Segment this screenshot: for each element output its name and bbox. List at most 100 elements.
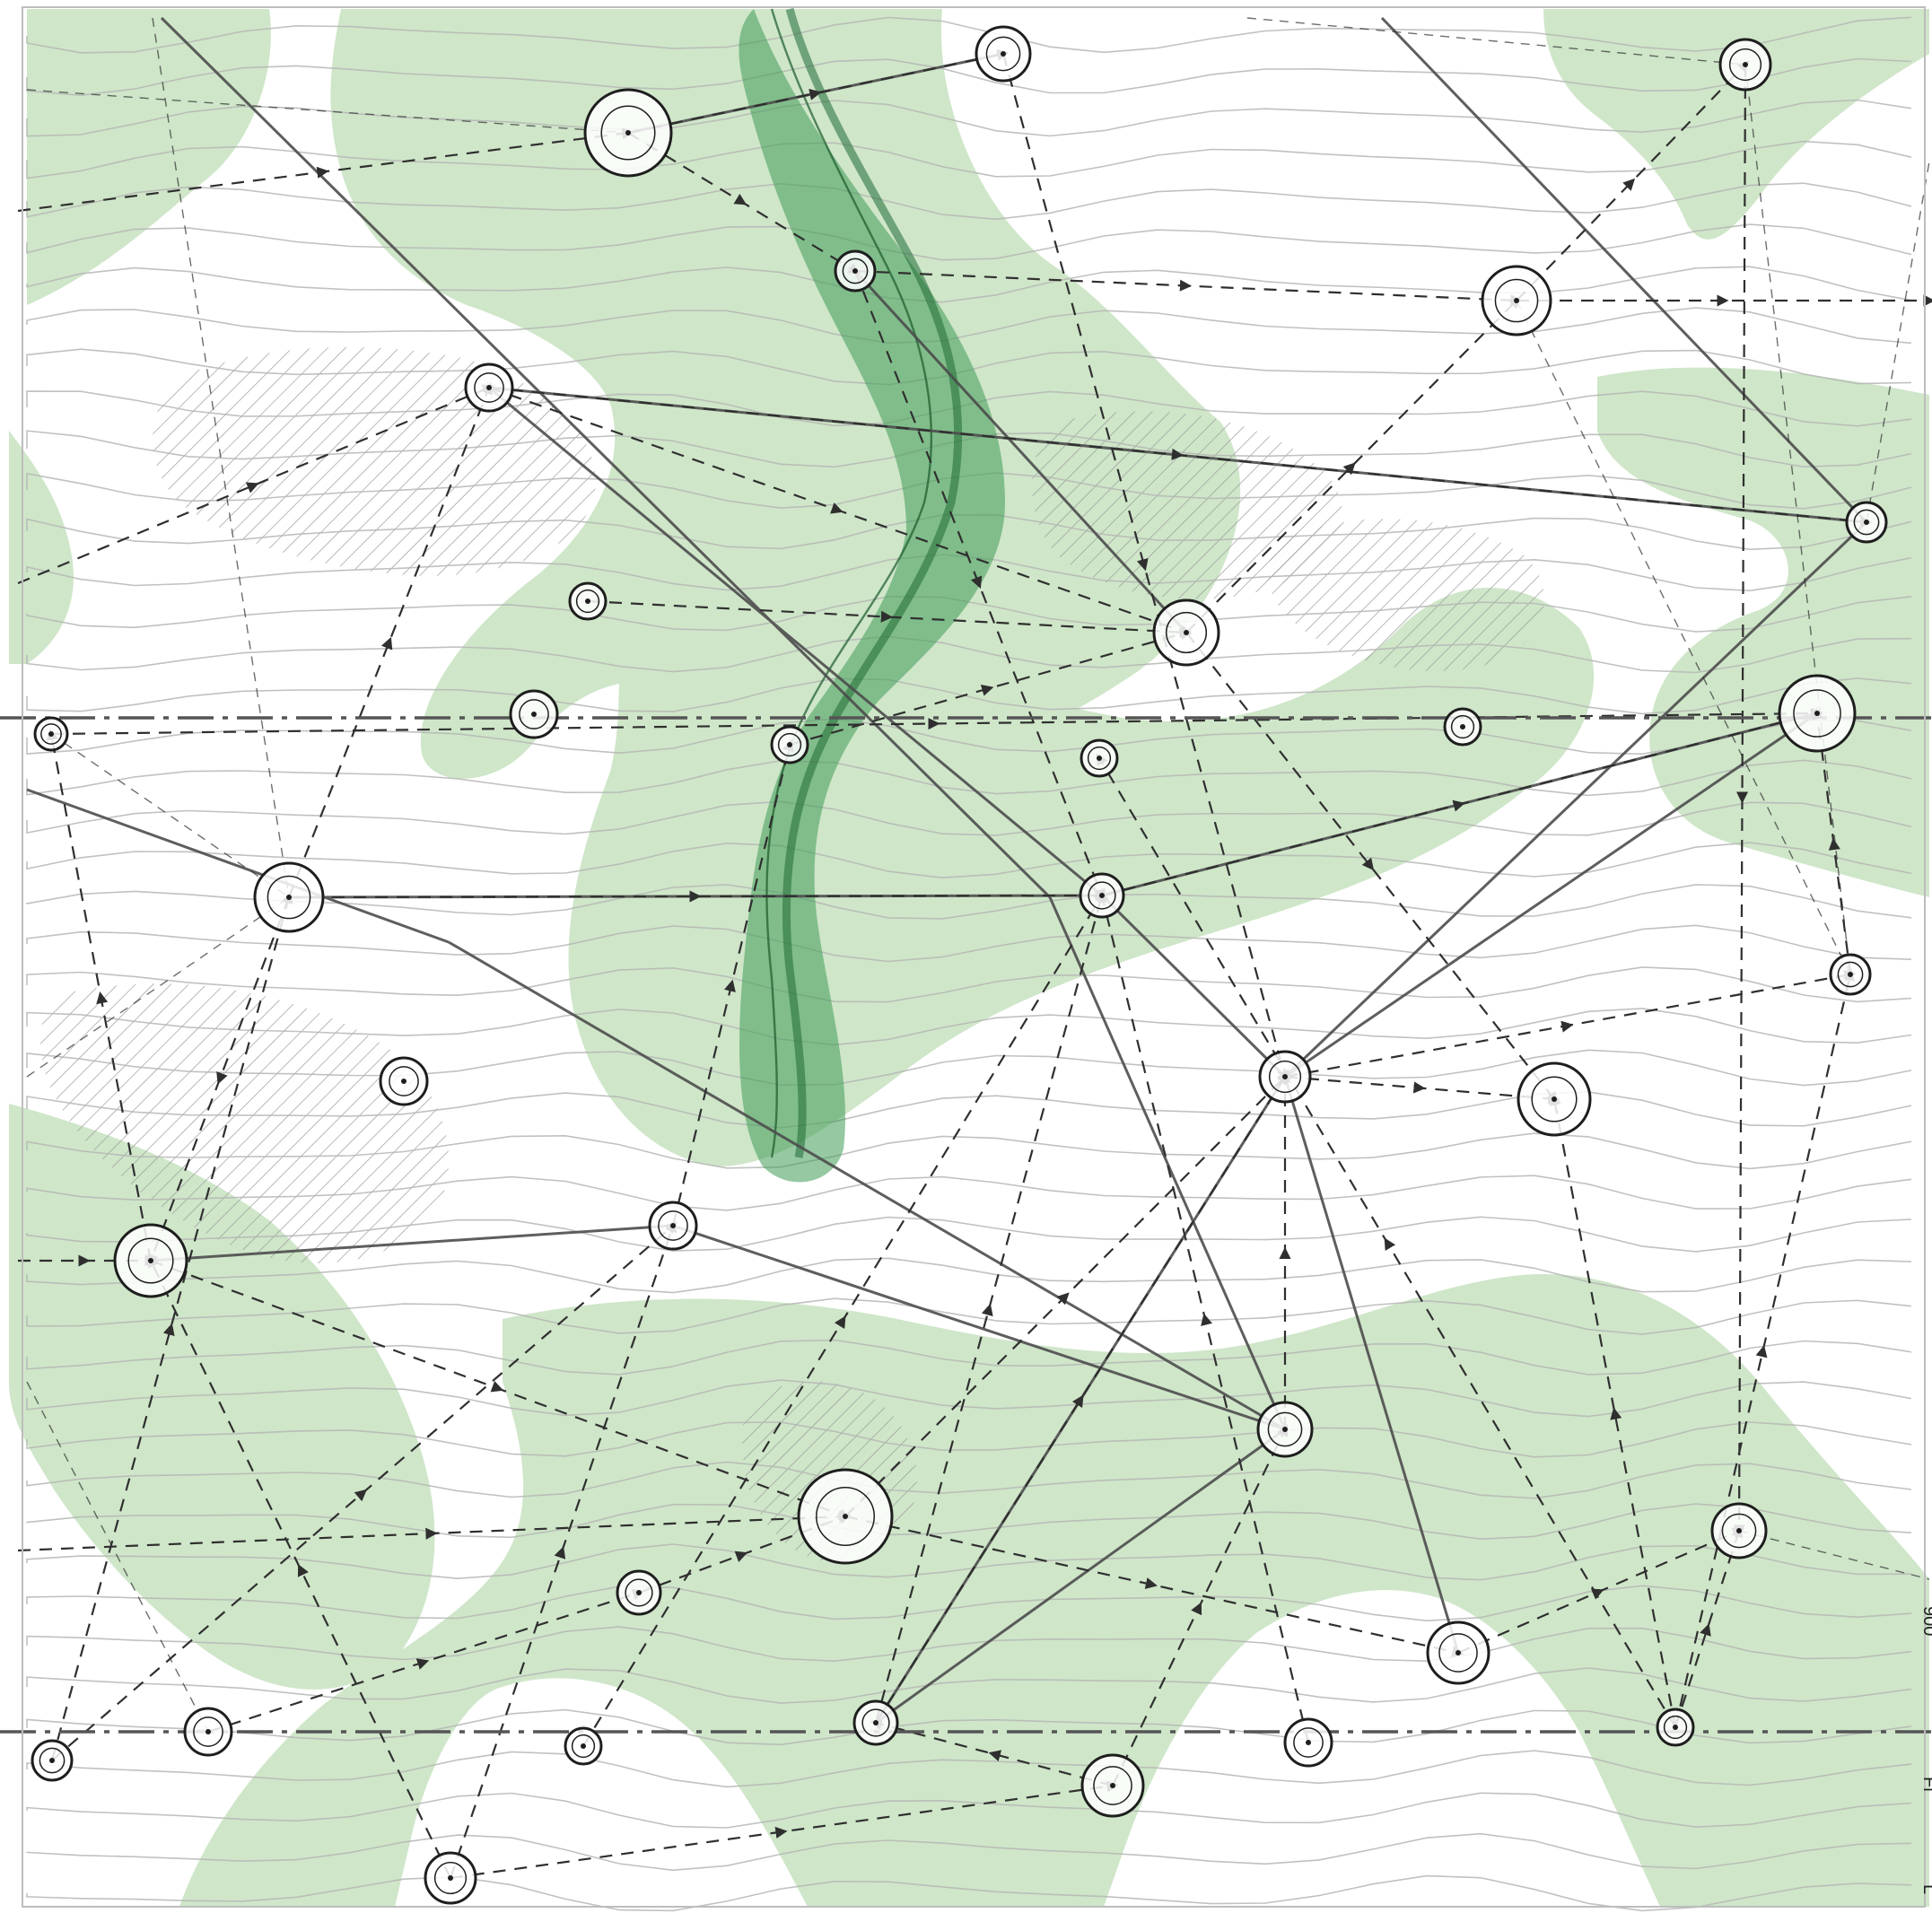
flow-line [854, 269, 1523, 307]
link-line [1516, 300, 1851, 975]
flow-line [207, 1588, 645, 1734]
node [770, 725, 809, 764]
flow-line [853, 270, 1106, 902]
link-line [50, 733, 290, 898]
node [1718, 38, 1772, 92]
node [1080, 738, 1119, 778]
node [379, 1056, 429, 1106]
contour-line [26, 1626, 1912, 1663]
flow-line [1457, 1527, 1745, 1655]
link-line [1246, 17, 1746, 66]
path-segment [160, 16, 1052, 899]
flow-line [147, 1255, 451, 1879]
node [1845, 501, 1888, 544]
flow-line [1112, 1424, 1289, 1786]
flow-line [671, 738, 794, 1227]
link-line [1738, 1530, 1930, 1580]
edge-text: 900 Fi L [1919, 1606, 1932, 1911]
node [834, 249, 877, 293]
node [852, 1699, 899, 1746]
vegetation-zone-east [1597, 367, 1929, 897]
axis-lines [0, 716, 1932, 1734]
node [1079, 872, 1125, 919]
node [113, 1223, 188, 1298]
node [183, 1707, 233, 1757]
flow-line [1284, 1075, 1560, 1105]
flow-line [1516, 60, 1750, 301]
flow-line [582, 890, 1106, 1747]
node [1656, 1708, 1695, 1747]
contour-line [26, 182, 1912, 221]
link-line [152, 17, 290, 898]
hatched-zone-east [1267, 519, 1544, 671]
flow-lines [17, 17, 1932, 1880]
contour-line [26, 266, 1912, 303]
edge-text-fi: Fi [1919, 1777, 1932, 1792]
vegetation-zone-west [9, 431, 74, 664]
flow-line [1097, 889, 1310, 1743]
node [31, 1739, 74, 1782]
node [975, 25, 1032, 83]
node [1443, 707, 1482, 747]
node [464, 363, 514, 413]
node [1256, 1401, 1314, 1458]
node [1829, 953, 1872, 996]
node [1481, 265, 1552, 336]
node-network [31, 25, 1888, 1905]
flow-line [1812, 707, 1852, 975]
node [1283, 1717, 1333, 1768]
corridor-band [739, 9, 1005, 1183]
path-segment [1048, 896, 1287, 1430]
contour-line [26, 223, 1912, 261]
node [1426, 1620, 1491, 1685]
contour-line [26, 677, 1912, 715]
node [1778, 674, 1857, 753]
node [616, 1569, 662, 1616]
node [648, 1201, 698, 1251]
node [583, 88, 673, 178]
contour-line [26, 635, 1912, 674]
node [424, 1851, 477, 1905]
contour-line [26, 842, 1912, 879]
link-line [26, 89, 629, 134]
node [568, 581, 608, 621]
node [1258, 1050, 1312, 1104]
flow-line [1096, 753, 1676, 1728]
link-line [1866, 161, 1930, 523]
vegetation-zone-nw [27, 9, 271, 305]
flow-line [1001, 53, 1289, 1083]
contour-line [26, 1585, 1912, 1622]
flow-line [287, 381, 493, 898]
flow-line [1185, 296, 1521, 633]
edge-text-900: 900 [1919, 1606, 1932, 1637]
flow-line [1733, 64, 1749, 1537]
flow-line [449, 1219, 678, 1879]
link-line [26, 1381, 209, 1733]
vegetation-zone-south [179, 1274, 1929, 1907]
flow-line [488, 386, 1193, 637]
flow-line [17, 127, 634, 213]
flow-line [1284, 969, 1857, 1079]
link-line [26, 896, 290, 1078]
contour-line [26, 16, 1912, 54]
node [253, 861, 325, 933]
link-line [1744, 64, 1851, 975]
edge-text-l: L [1919, 1884, 1932, 1895]
flow-line [844, 1515, 1464, 1658]
path-segment [1380, 16, 1868, 524]
node [509, 689, 559, 739]
contour-line [26, 99, 1912, 137]
contour-line [26, 800, 1912, 836]
contour-line [26, 1832, 1912, 1872]
node [1080, 1753, 1145, 1818]
node [797, 1468, 894, 1565]
node [564, 1726, 603, 1766]
flow-line [1101, 709, 1823, 897]
flow-line [46, 728, 153, 1262]
flow-line [51, 1221, 678, 1761]
vegetation-zones [9, 9, 1929, 1907]
contour-line [26, 1667, 1912, 1704]
node [1710, 1502, 1768, 1559]
